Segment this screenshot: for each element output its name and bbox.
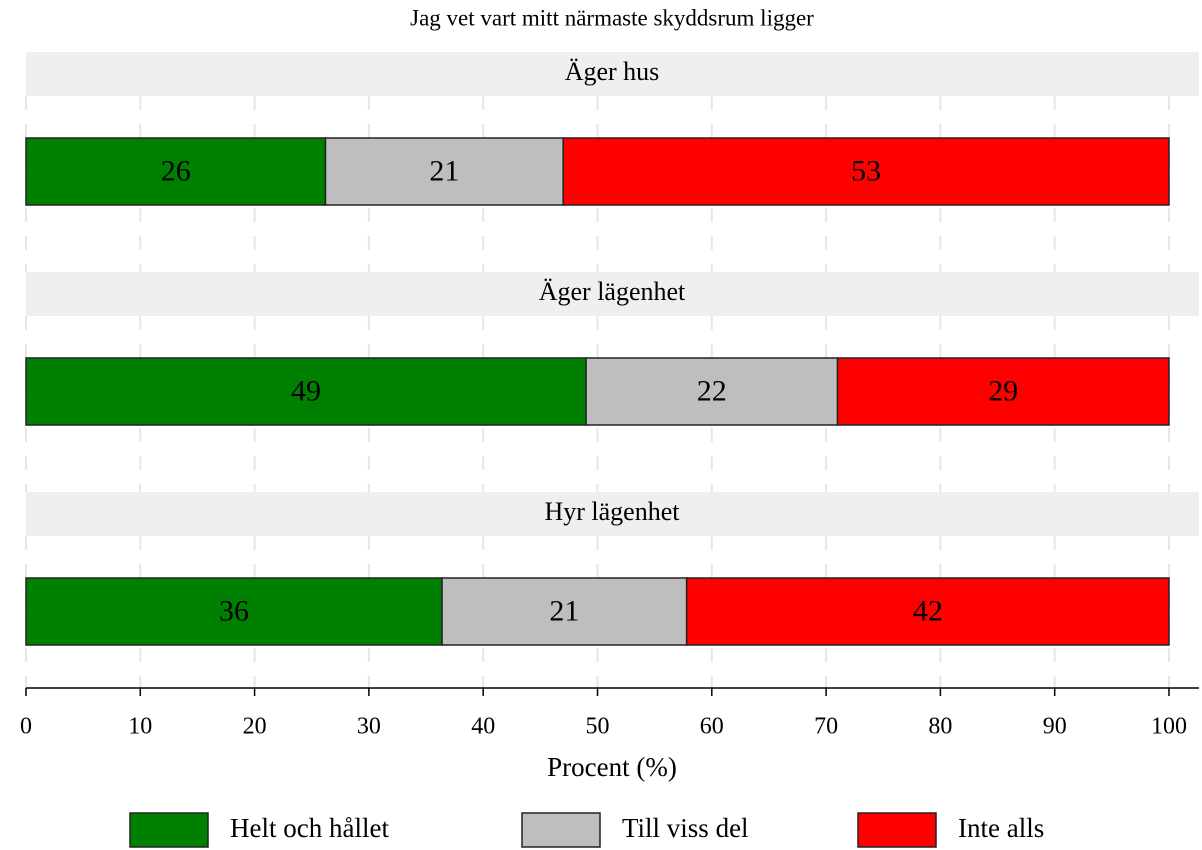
value-label: 53 bbox=[851, 154, 881, 187]
x-tick-label: 0 bbox=[20, 714, 32, 740]
x-tick-label: 10 bbox=[128, 714, 152, 740]
x-tick-label: 50 bbox=[586, 714, 610, 740]
x-tick-label: 40 bbox=[471, 714, 495, 740]
bar-segment bbox=[25, 577, 443, 646]
value-label: 21 bbox=[549, 594, 579, 627]
bar-segment bbox=[562, 137, 1170, 206]
value-label: 26 bbox=[161, 154, 191, 187]
legend-label: Inte alls bbox=[958, 813, 1044, 843]
strip-background bbox=[26, 272, 1199, 316]
legend-label: Helt och hållet bbox=[230, 813, 389, 843]
x-tick-label: 70 bbox=[814, 714, 838, 740]
value-label: 21 bbox=[429, 154, 459, 187]
legend-label: Till viss del bbox=[622, 813, 749, 843]
x-tick-label: 30 bbox=[357, 714, 381, 740]
value-label: 29 bbox=[988, 374, 1018, 407]
strip-background bbox=[26, 52, 1199, 96]
value-label: 42 bbox=[913, 594, 943, 627]
strip-title: Äger hus bbox=[565, 57, 660, 86]
strip-title: Äger lägenhet bbox=[539, 277, 686, 306]
x-tick-label: 20 bbox=[243, 714, 267, 740]
legend-swatch bbox=[857, 812, 937, 848]
x-tick-label: 90 bbox=[1043, 714, 1067, 740]
value-label: 22 bbox=[697, 374, 727, 407]
x-tick-label: 100 bbox=[1151, 714, 1187, 740]
strip-background bbox=[26, 492, 1199, 536]
bar-segment bbox=[25, 137, 327, 206]
x-tick-label: 60 bbox=[700, 714, 724, 740]
strip-title: Hyr lägenhet bbox=[544, 497, 680, 526]
value-label: 49 bbox=[291, 374, 321, 407]
legend-swatch bbox=[129, 812, 209, 848]
bar-segment bbox=[585, 357, 839, 426]
x-axis-label: Procent (%) bbox=[547, 752, 677, 782]
bar-segment bbox=[836, 357, 1170, 426]
x-tick-label: 80 bbox=[928, 714, 952, 740]
legend-swatch bbox=[521, 812, 601, 848]
bar-segment bbox=[685, 577, 1170, 646]
value-label: 36 bbox=[219, 594, 249, 627]
bar-segment bbox=[25, 357, 587, 426]
chart-title: Jag vet vart mitt närmaste skyddsrum lig… bbox=[410, 5, 814, 30]
